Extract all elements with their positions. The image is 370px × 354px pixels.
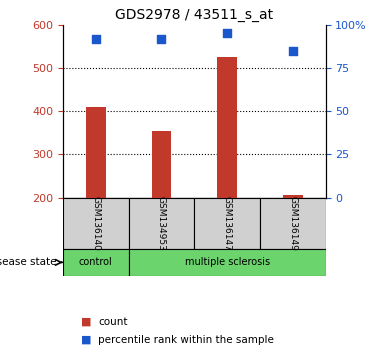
Text: ■: ■ <box>81 317 92 327</box>
Bar <box>260 198 326 249</box>
Text: GSM136149: GSM136149 <box>288 196 297 251</box>
Bar <box>129 249 326 276</box>
Text: percentile rank within the sample: percentile rank within the sample <box>98 335 274 345</box>
Point <box>290 48 296 53</box>
Text: control: control <box>79 257 112 267</box>
Bar <box>194 198 260 249</box>
Text: multiple sclerosis: multiple sclerosis <box>185 257 270 267</box>
Text: disease state: disease state <box>0 257 56 267</box>
Title: GDS2978 / 43511_s_at: GDS2978 / 43511_s_at <box>115 8 273 22</box>
Bar <box>129 198 194 249</box>
Bar <box>217 57 237 198</box>
Point <box>93 36 99 41</box>
Text: ■: ■ <box>81 335 92 345</box>
Bar <box>86 107 105 198</box>
Bar <box>63 198 129 249</box>
Text: GSM136147: GSM136147 <box>223 196 232 251</box>
Text: GSM134953: GSM134953 <box>157 196 166 251</box>
Point <box>158 36 164 41</box>
Bar <box>63 249 129 276</box>
Bar <box>283 195 303 198</box>
Bar <box>152 131 171 198</box>
Text: count: count <box>98 317 128 327</box>
Point <box>224 30 230 36</box>
Text: GSM136140: GSM136140 <box>91 196 100 251</box>
